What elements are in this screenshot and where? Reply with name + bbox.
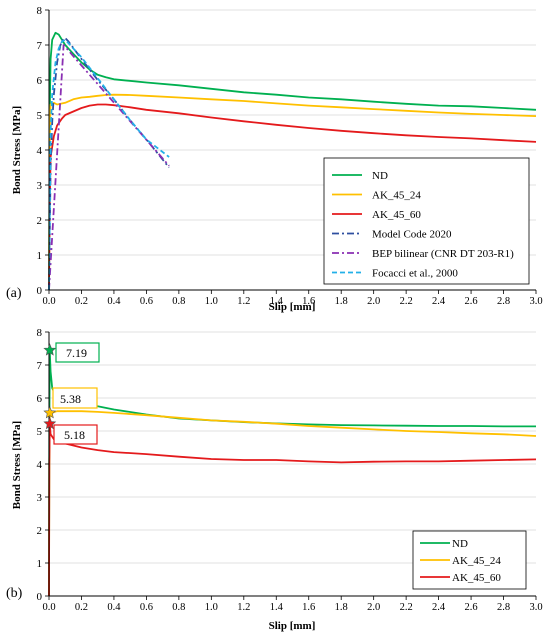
panel-b-x-tick-label: 1.6 xyxy=(302,602,315,613)
panel-a-x-axis-label: Slip [mm] xyxy=(269,301,316,313)
legend-label-model-code-2020: Model Code 2020 xyxy=(372,229,452,241)
panel-a-x-tick-label: 0.6 xyxy=(140,296,153,307)
annotation-box-nd xyxy=(55,342,100,363)
panel-b-x-tick-labels: 0.0 0.2 0.4 0.6 0.8 1.0 1.2 1.4 1.6 1.8 2.0 2.2 2.4 2… xyxy=(42,602,542,613)
panel-b-legend-items: ND AK_45_24 AK_45_60 xyxy=(420,538,501,584)
panel-b-x-tick-label: 0.4 xyxy=(107,602,121,613)
panel-a-y-axis-label: Bond Stress [MPa] xyxy=(11,106,23,194)
panel-b-grid xyxy=(49,331,536,564)
panel-b-x-tick-label: 3.0 xyxy=(529,602,542,613)
panel-b-y-tick-label: 1 xyxy=(37,558,43,570)
legend-label-focacci-et-al-2000: Focacci et al., 2000 xyxy=(372,268,458,280)
panel-a-series-group xyxy=(48,31,537,291)
panel-b-peak-markers xyxy=(43,343,57,430)
panel-b-x-tick-label: 1.0 xyxy=(205,602,218,613)
panel-a-x-tick-label: 2.6 xyxy=(465,296,478,307)
legend-label-nd: ND xyxy=(372,170,388,182)
panel-b-x-tick-label: 2.4 xyxy=(432,602,446,613)
panel-a-legend-box xyxy=(323,157,530,285)
panel-b-y-tick-label: 7 xyxy=(37,360,43,372)
panel-b-y-tick-label: 6 xyxy=(37,393,43,405)
legend-label-ak-45-60: AK_45_60 xyxy=(372,209,421,221)
panel-b-x-tick-label: 1.4 xyxy=(270,602,284,613)
legend-label-ak-45-24: AK_45_24 xyxy=(372,190,421,202)
panel-b-y-tick-label: 5 xyxy=(37,426,43,438)
panel-a-x-tick-label: 0.8 xyxy=(172,296,185,307)
panel-a-x-tick-label: 0.0 xyxy=(42,296,55,307)
panel-a-x-tick-label: 2.2 xyxy=(400,296,413,307)
panel-b-x-tick-label: 0.0 xyxy=(42,602,55,613)
series-line-ak-45-24 xyxy=(48,93,537,291)
legend-label-nd: ND xyxy=(452,538,468,550)
annotation-box-ak-45-60 xyxy=(53,424,98,445)
panel-b-x-tick-label: 0.6 xyxy=(140,602,153,613)
panel-a-y-tick-label: 5 xyxy=(37,110,43,122)
panel-b-label: (b) xyxy=(6,586,23,601)
peak-marker-ak-45-24 xyxy=(43,406,57,419)
legend-label-ak-45-60: AK_45_60 xyxy=(452,572,501,584)
panel-a-x-tick-label: 2.0 xyxy=(367,296,380,307)
panel-a-x-tick-label: 1.0 xyxy=(205,296,218,307)
panel-b-x-tick-label: 0.2 xyxy=(75,602,88,613)
panel-b-x-tick-label: 1.2 xyxy=(237,602,250,613)
annotation-ak-45-60: 5.18 xyxy=(64,428,85,442)
panel-a-x-tick-label: 0.2 xyxy=(75,296,88,307)
panel-b-y-tick-label: 8 xyxy=(37,327,43,339)
panel-a-y-tick-label: 7 xyxy=(37,40,43,52)
panel-a: 0.0 0.2 0.4 0.6 0.8 1.0 1.2 1.4 1.6 1.8 2.0 2.2 2.4 2… xyxy=(6,5,543,313)
panel-b: 0.0 0.2 0.4 0.6 0.8 1.0 1.2 1.4 1.6 1.8 2.0 2.2 2.4 2… xyxy=(6,327,543,632)
panel-a-y-tick-label: 1 xyxy=(37,250,43,262)
panel-a-x-tick-label: 0.4 xyxy=(107,296,121,307)
panel-a-axes xyxy=(45,9,537,294)
panel-a-x-tick-label: 2.8 xyxy=(497,296,510,307)
series-line-model-code-2020 xyxy=(48,37,170,291)
panel-b-y-tick-label: 3 xyxy=(37,492,43,504)
annotation-box-ak-45-24 xyxy=(52,387,98,409)
annotation-nd: 7.19 xyxy=(66,346,87,360)
peak-marker-nd xyxy=(43,343,57,356)
legend-label-bep-bilinear-cnr-dt-203-r1: BEP bilinear (CNR DT 203-R1) xyxy=(372,248,514,260)
panel-b-annotations: 7.19 5.38 5.18 xyxy=(52,342,100,445)
peak-marker-ak-45-60 xyxy=(43,416,57,430)
panel-a-x-tick-label: 1.4 xyxy=(270,296,284,307)
panel-a-y-tick-labels: 0 1 2 3 4 5 6 7 8 xyxy=(37,5,43,297)
panel-b-x-axis-label: Slip [mm] xyxy=(269,620,316,632)
series-line-nd xyxy=(48,31,537,291)
annotation-ak-45-24: 5.38 xyxy=(60,392,81,406)
panel-b-x-tick-label: 0.8 xyxy=(172,602,185,613)
panel-a-x-tick-label: 1.6 xyxy=(302,296,315,307)
panel-b-legend: ND AK_45_24 AK_45_60 xyxy=(412,530,527,590)
panel-b-y-axis-label: Bond Stress [MPa] xyxy=(11,421,23,509)
panel-b-y-tick-label: 0 xyxy=(37,591,43,603)
series-line-ak-45-60 xyxy=(48,423,537,597)
panel-b-y-tick-labels: 0 1 2 3 4 5 6 7 8 xyxy=(37,327,43,603)
panel-b-axes xyxy=(45,331,537,600)
panel-b-x-tick-label: 1.8 xyxy=(335,602,348,613)
legend-label-ak-45-24: AK_45_24 xyxy=(452,555,501,567)
panel-a-legend: ND AK_45_24 AK_45_60 Model Code 2020 BEP bil… xyxy=(323,157,530,285)
panel-b-x-tick-label: 2.2 xyxy=(400,602,413,613)
panel-a-x-tick-label: 2.4 xyxy=(432,296,446,307)
panel-a-y-tick-label: 2 xyxy=(37,215,43,227)
panel-a-label: (a) xyxy=(6,286,22,301)
panel-a-x-tick-label: 1.2 xyxy=(237,296,250,307)
series-line-focacci-et-al-2000 xyxy=(48,38,170,291)
panel-b-x-tick-label: 2.0 xyxy=(367,602,380,613)
panel-a-legend-items: ND AK_45_24 AK_45_60 Model Code 2020 BEP bil… xyxy=(332,170,514,280)
panel-a-x-tick-label: 1.8 xyxy=(335,296,348,307)
series-line-bep-bilinear-cnr-dt-203-r1 xyxy=(48,44,170,291)
panel-b-x-tick-label: 2.8 xyxy=(497,602,510,613)
panel-b-y-tick-label: 4 xyxy=(37,459,43,471)
panel-a-y-tick-label: 4 xyxy=(37,145,43,157)
panel-b-y-tick-label: 2 xyxy=(37,525,43,537)
panel-a-y-tick-label: 3 xyxy=(37,180,43,192)
panel-b-x-tick-label: 2.6 xyxy=(465,602,478,613)
panel-a-y-tick-label: 0 xyxy=(37,285,43,297)
panel-a-x-tick-label: 3.0 xyxy=(529,296,542,307)
panel-a-y-tick-label: 6 xyxy=(37,75,43,87)
panel-a-y-tick-label: 8 xyxy=(37,5,43,17)
panel-a-x-tick-labels: 0.0 0.2 0.4 0.6 0.8 1.0 1.2 1.4 1.6 1.8 2.0 2.2 2.4 2… xyxy=(42,296,542,307)
